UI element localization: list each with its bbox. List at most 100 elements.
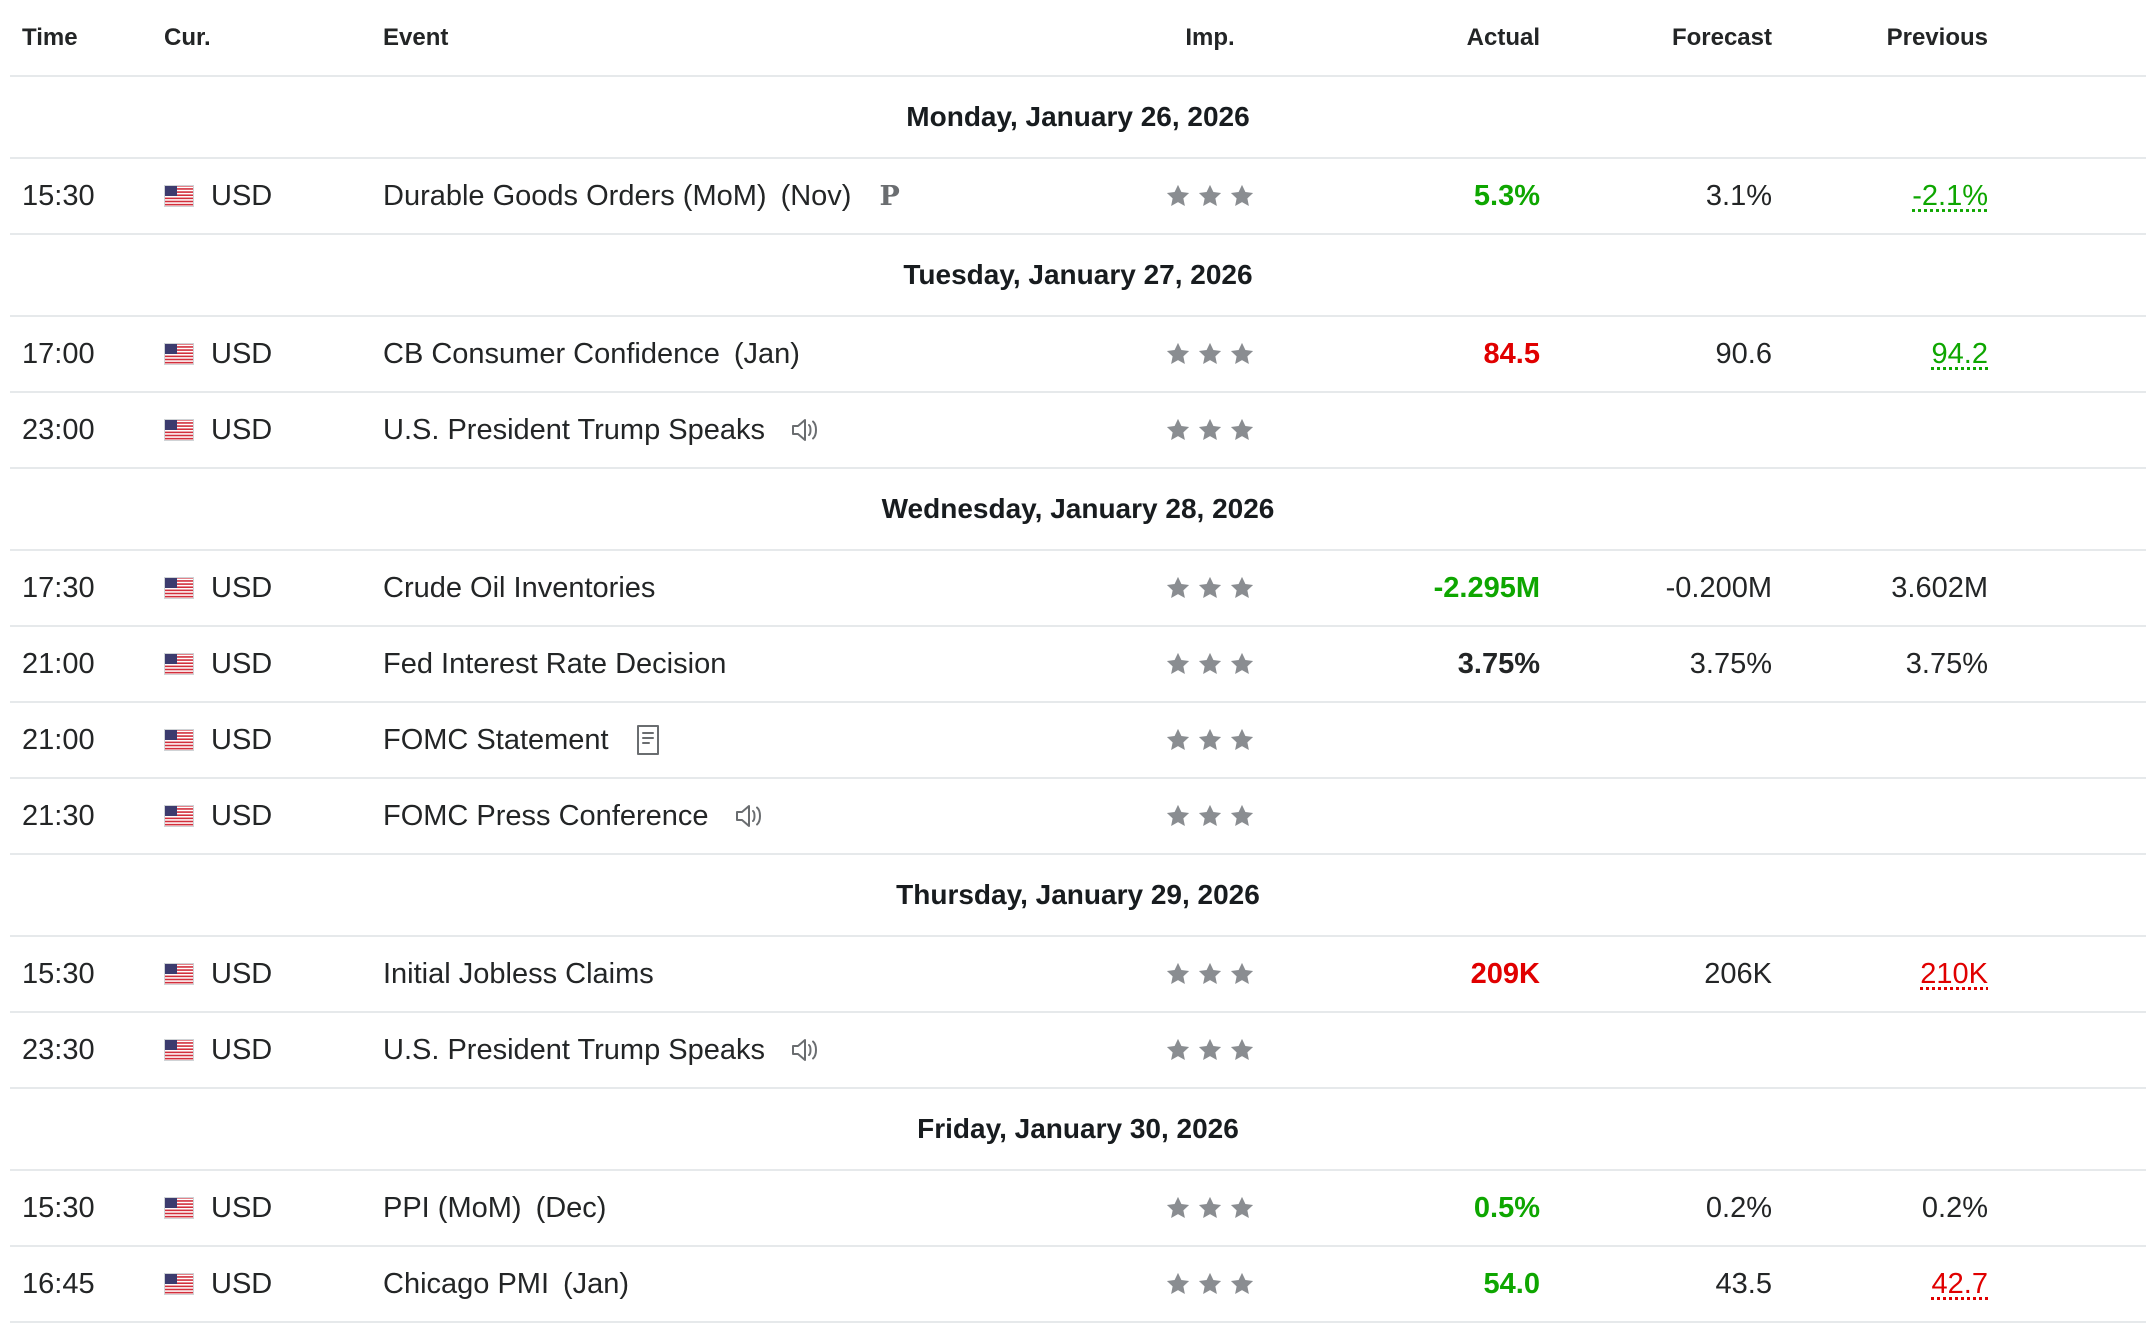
- day-header-row: Thursday, January 29, 2026: [10, 855, 2146, 937]
- speaker-icon-wrap[interactable]: [733, 799, 767, 833]
- importance-rating: [1130, 317, 1290, 391]
- header-importance[interactable]: Imp.: [1185, 23, 1235, 51]
- previous-value-text[interactable]: 42.7: [1931, 1267, 1988, 1300]
- event-name[interactable]: Initial Jobless Claims: [383, 957, 654, 990]
- event-row[interactable]: 23:00 USD U.S. President Trump Speaks: [10, 393, 2146, 469]
- event-row[interactable]: 15:30 USD Initial Jobless Claims 209K 206K 21…: [10, 937, 2146, 1013]
- actual-value: 54.0: [1483, 1267, 1540, 1300]
- star-icon: [1166, 728, 1190, 751]
- event-row[interactable]: 16:45 USD Chicago PMI (Jan) 54.0 43.5 42.7: [10, 1247, 2146, 1323]
- star-icon: [1166, 342, 1190, 365]
- currency-code: USD: [211, 571, 273, 604]
- document-icon-wrap[interactable]: [633, 723, 663, 757]
- event-row[interactable]: 15:30 USD Durable Goods Orders (MoM) (Nov) P…: [10, 159, 2146, 235]
- us-flag-icon: [164, 343, 194, 365]
- header-previous[interactable]: Previous: [1886, 23, 1988, 51]
- star-icon: [1230, 418, 1254, 441]
- previous-value[interactable]: 210K: [1780, 937, 1988, 1011]
- event-name-cell[interactable]: PPI (MoM) (Dec): [383, 1171, 1123, 1245]
- economic-calendar-table: Time Cur. Event Imp. Actual Forecast Pre…: [10, 0, 2146, 1323]
- event-name-cell[interactable]: Chicago PMI (Jan): [383, 1247, 1123, 1321]
- document-icon[interactable]: [633, 723, 663, 757]
- event-name-cell[interactable]: Initial Jobless Claims: [383, 937, 1123, 1011]
- star-icon: [1166, 962, 1190, 985]
- star-icon: [1166, 804, 1190, 827]
- previous-value-text: 0.2%: [1921, 1191, 1988, 1224]
- event-row[interactable]: 21:00 USD Fed Interest Rate Decision 3.75% 3…: [10, 627, 2146, 703]
- importance-stars: [1164, 416, 1256, 444]
- star-icon: [1166, 1038, 1190, 1061]
- event-time: 23:30: [22, 1033, 95, 1066]
- day-label: Friday, January 30, 2026: [917, 1113, 1239, 1144]
- event-name-cell[interactable]: FOMC Press Conference: [383, 779, 1123, 853]
- importance-rating: [1130, 551, 1290, 625]
- event-currency: USD: [164, 159, 364, 233]
- event-row[interactable]: 15:30 USD PPI (MoM) (Dec) 0.5% 0.2% 0.2%: [10, 1171, 2146, 1247]
- star-icon: [1230, 184, 1254, 207]
- event-row[interactable]: 21:00 USD FOMC Statement: [10, 703, 2146, 779]
- event-period: (Jan): [733, 337, 800, 370]
- previous-value-text[interactable]: 210K: [1920, 957, 1988, 990]
- event-row[interactable]: 17:30 USD Crude Oil Inventories -2.295M -0.2…: [10, 551, 2146, 627]
- event-name[interactable]: Fed Interest Rate Decision: [383, 647, 727, 680]
- us-flag-icon: [164, 1039, 194, 1061]
- importance-stars: [1164, 650, 1256, 678]
- previous-value[interactable]: 42.7: [1780, 1247, 1988, 1321]
- previous-value[interactable]: -2.1%: [1780, 159, 1988, 233]
- event-row[interactable]: 17:00 USD CB Consumer Confidence (Jan) 84.5 9…: [10, 317, 2146, 393]
- speaker-icon[interactable]: [789, 413, 823, 447]
- event-name[interactable]: Crude Oil Inventories: [383, 571, 656, 604]
- importance-rating: [1130, 937, 1290, 1011]
- previous-value[interactable]: 94.2: [1780, 317, 1988, 391]
- forecast-value: -0.200M: [1665, 571, 1772, 604]
- currency-code: USD: [211, 799, 273, 832]
- star-icon: [1230, 342, 1254, 365]
- star-icon: [1166, 1196, 1190, 1219]
- previous-value-text: 3.75%: [1905, 647, 1988, 680]
- event-row[interactable]: 21:30 USD FOMC Press Conference: [10, 779, 2146, 855]
- previous-value-text[interactable]: -2.1%: [1912, 179, 1988, 212]
- star-icon: [1198, 962, 1222, 985]
- event-name[interactable]: CB Consumer Confidence: [383, 337, 720, 370]
- speaker-icon-wrap[interactable]: [789, 413, 823, 447]
- star-icon: [1230, 652, 1254, 675]
- event-name[interactable]: PPI (MoM): [383, 1191, 522, 1224]
- event-name[interactable]: Durable Goods Orders (MoM): [383, 179, 767, 212]
- event-name[interactable]: Chicago PMI: [383, 1267, 550, 1300]
- event-name-cell[interactable]: U.S. President Trump Speaks: [383, 393, 1123, 467]
- preliminary-icon[interactable]: P: [879, 180, 900, 212]
- event-currency: USD: [164, 1171, 364, 1245]
- speaker-icon[interactable]: [733, 799, 767, 833]
- event-name-cell[interactable]: CB Consumer Confidence (Jan): [383, 317, 1123, 391]
- speaker-icon[interactable]: [789, 1033, 823, 1067]
- forecast-value: 206K: [1704, 957, 1772, 990]
- event-currency: USD: [164, 317, 364, 391]
- forecast-value: 43.5: [1715, 1267, 1772, 1300]
- header-currency[interactable]: Cur.: [164, 23, 211, 51]
- event-time: 17:00: [22, 337, 95, 370]
- header-forecast[interactable]: Forecast: [1671, 23, 1772, 51]
- event-name-cell[interactable]: Durable Goods Orders (MoM) (Nov) P: [383, 159, 1123, 233]
- importance-rating: [1130, 1247, 1290, 1321]
- header-event[interactable]: Event: [383, 23, 449, 51]
- importance-stars: [1164, 1194, 1256, 1222]
- importance-stars: [1164, 1036, 1256, 1064]
- star-icon: [1230, 1038, 1254, 1061]
- header-actual[interactable]: Actual: [1466, 23, 1540, 51]
- event-time: 16:45: [22, 1267, 95, 1300]
- event-name-cell[interactable]: FOMC Statement: [383, 703, 1123, 777]
- event-currency: USD: [164, 393, 364, 467]
- speaker-icon-wrap[interactable]: [789, 1033, 823, 1067]
- event-name[interactable]: FOMC Statement: [383, 723, 609, 756]
- event-name[interactable]: U.S. President Trump Speaks: [383, 413, 765, 446]
- header-time[interactable]: Time: [22, 23, 78, 51]
- previous-value: 3.75%: [1780, 627, 1988, 701]
- event-name[interactable]: U.S. President Trump Speaks: [383, 1033, 765, 1066]
- event-name-cell[interactable]: Crude Oil Inventories: [383, 551, 1123, 625]
- event-name-cell[interactable]: Fed Interest Rate Decision: [383, 627, 1123, 701]
- event-name-cell[interactable]: U.S. President Trump Speaks: [383, 1013, 1123, 1087]
- forecast-value: 3.75%: [1689, 647, 1772, 680]
- previous-value-text[interactable]: 94.2: [1931, 337, 1988, 370]
- event-name[interactable]: FOMC Press Conference: [383, 799, 709, 832]
- event-row[interactable]: 23:30 USD U.S. President Trump Speaks: [10, 1013, 2146, 1089]
